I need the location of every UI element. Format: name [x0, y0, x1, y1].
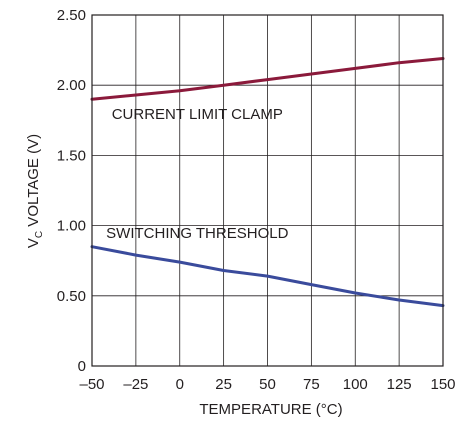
- y-tick-label-5: 2.50: [57, 7, 86, 24]
- y-axis-label-main: V: [25, 238, 42, 248]
- plot-frame: [91, 14, 444, 367]
- y-tick-label-3: 1.50: [57, 147, 86, 164]
- series-labels: CURRENT LIMIT CLAMP SWITCHING THRESHOLD: [106, 106, 288, 242]
- series-label-1: SWITCHING THRESHOLD: [106, 225, 288, 242]
- x-tick-label-2: 0: [176, 376, 184, 393]
- series-label-0: CURRENT LIMIT CLAMP: [112, 106, 283, 123]
- x-tick-label-6: 100: [343, 376, 368, 393]
- x-tick-label-1: –25: [123, 376, 148, 393]
- y-axis-label: VC VOLTAGE (V): [25, 134, 45, 248]
- y-tick-label-2: 1.00: [57, 218, 86, 235]
- x-tick-label-5: 75: [303, 376, 320, 393]
- series-line-0: [90, 57, 445, 101]
- x-tick-label-3: 25: [215, 376, 232, 393]
- series-line-1: [90, 245, 445, 308]
- x-tick-labels: –50 –25 0 25 50 75 100 125 150: [79, 376, 455, 393]
- x-tick-label-4: 50: [259, 376, 276, 393]
- y-axis-label-subscript: C: [34, 231, 45, 238]
- x-axis-label: TEMPERATURE (°C): [199, 401, 342, 418]
- grid: [91, 14, 444, 367]
- y-tick-label-1: 0.50: [57, 288, 86, 305]
- series-lines: [90, 57, 445, 308]
- y-tick-labels: 0 0.50 1.00 1.50 2.00 2.50: [57, 7, 86, 375]
- x-tick-label-8: 150: [430, 376, 455, 393]
- y-axis-label-rest: VOLTAGE (V): [25, 134, 42, 231]
- x-tick-label-0: –50: [79, 376, 104, 393]
- x-tick-label-7: 125: [387, 376, 412, 393]
- y-tick-label-0: 0: [78, 358, 86, 375]
- y-tick-label-4: 2.00: [57, 77, 86, 94]
